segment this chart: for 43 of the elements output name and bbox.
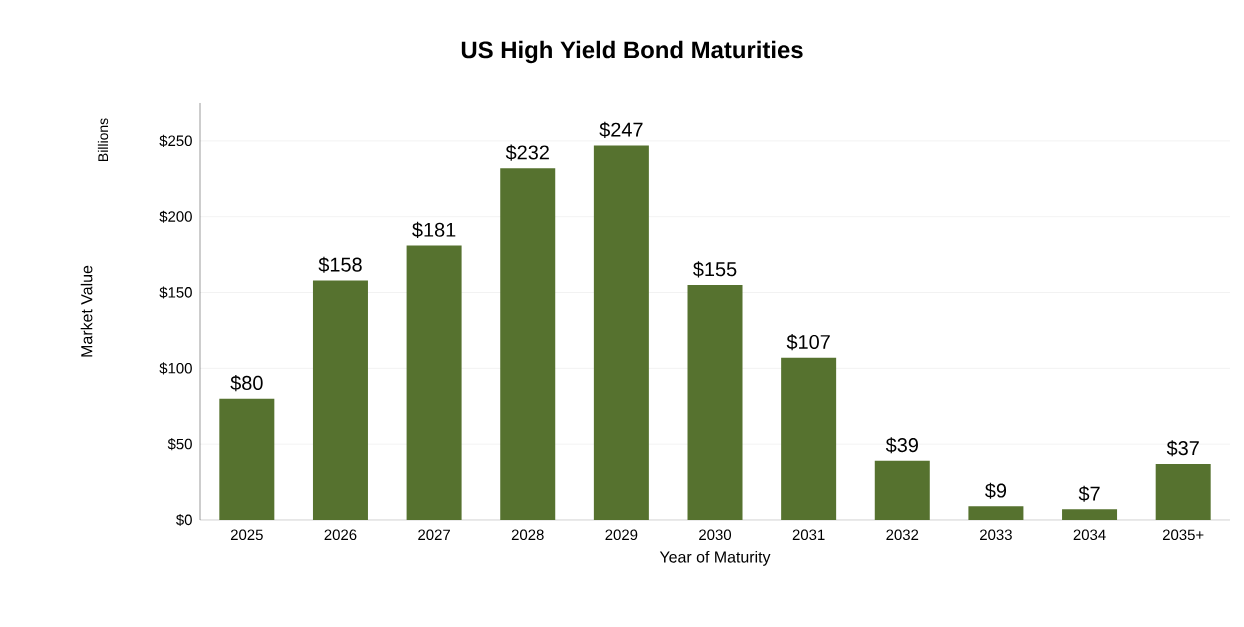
x-tick-label: 2031: [792, 529, 825, 541]
data-label: $155: [693, 261, 737, 278]
data-label: $7: [1078, 485, 1100, 502]
x-tick-label: 2027: [418, 529, 450, 541]
y-tick-label: $200: [159, 210, 192, 223]
y-tick-label: $250: [159, 134, 192, 147]
bar: [874, 460, 930, 520]
y-axis-title: Market Value: [80, 265, 93, 357]
bar: [593, 145, 649, 520]
x-axis-title: Year of Maturity: [659, 550, 771, 566]
x-tick-label: 2032: [886, 529, 919, 541]
y-tick-label: $150: [159, 286, 192, 299]
chart-title: US High Yield Bond Maturities: [461, 40, 803, 64]
y-tick-label: $100: [159, 362, 192, 375]
bar: [406, 245, 462, 520]
data-label: $37: [1166, 440, 1199, 457]
bar: [500, 168, 556, 520]
data-label: $9: [985, 482, 1007, 499]
y-tick-label: $50: [167, 438, 192, 451]
data-label: $107: [786, 334, 830, 351]
x-tick-label: 2034: [1073, 529, 1106, 541]
bar: [968, 506, 1024, 520]
data-label: $80: [230, 375, 263, 392]
bar: [312, 280, 368, 520]
x-tick-label: 2025: [230, 529, 263, 541]
bar: [219, 398, 275, 520]
data-label: $158: [318, 256, 362, 273]
bar: [781, 357, 837, 520]
x-tick-label: 2029: [605, 529, 638, 541]
x-tick-label: 2028: [511, 529, 544, 541]
text: Billions: [97, 118, 109, 161]
bar: [1062, 509, 1118, 520]
x-tick-label: 2033: [980, 529, 1012, 541]
bar: [1155, 463, 1211, 520]
x-tick-label: 2030: [699, 529, 732, 541]
data-label: $247: [599, 121, 643, 138]
data-label: $232: [505, 144, 549, 161]
y-tick-label: $0: [176, 513, 192, 527]
bar: [687, 284, 743, 520]
data-label: $181: [412, 221, 456, 238]
data-label: $39: [885, 437, 918, 454]
x-tick-label: 2035+: [1162, 529, 1204, 541]
x-tick-label: 2026: [324, 529, 357, 541]
